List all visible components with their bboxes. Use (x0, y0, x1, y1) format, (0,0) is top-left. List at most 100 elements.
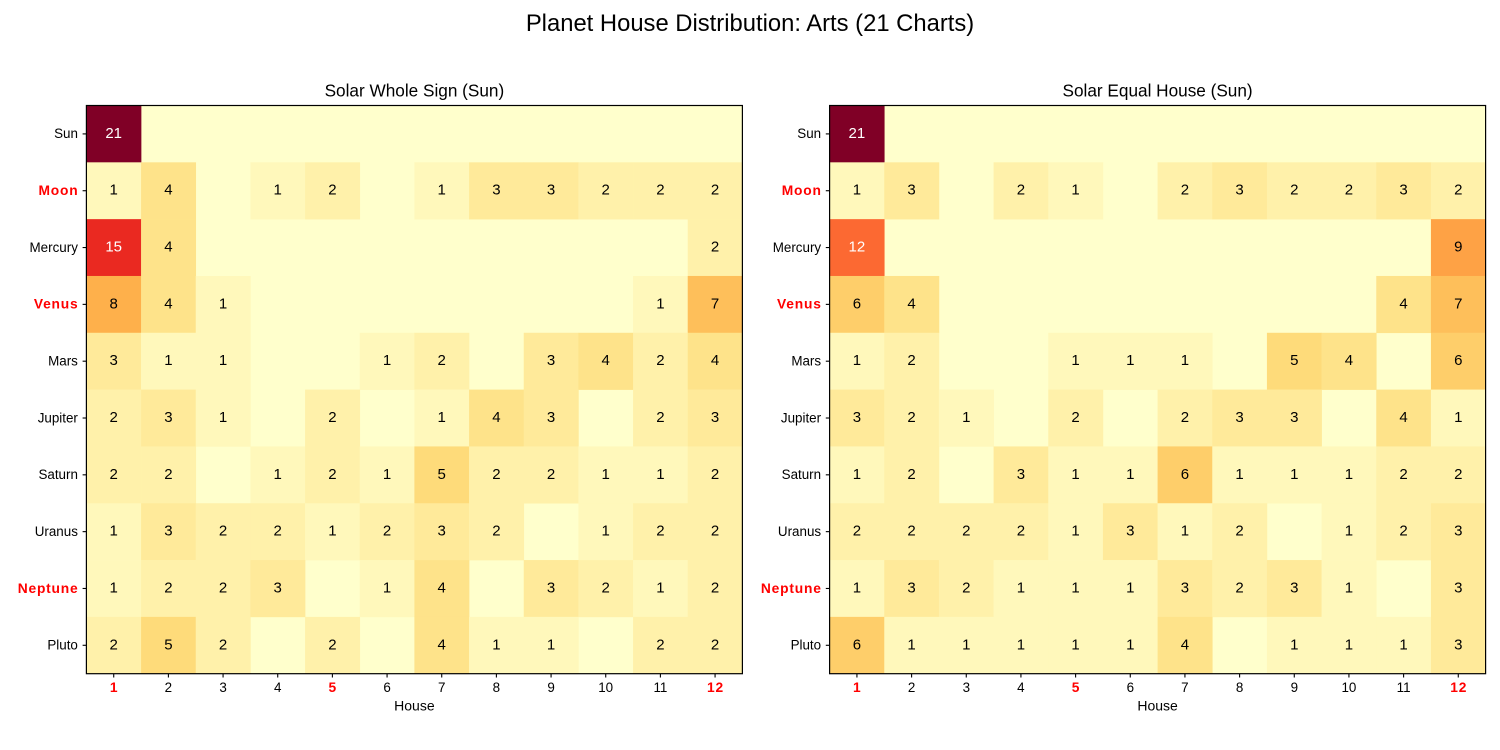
svg-text:1: 1 (383, 580, 391, 597)
svg-text:Uranus: Uranus (778, 524, 821, 539)
svg-text:Saturn: Saturn (38, 467, 77, 482)
svg-text:2: 2 (492, 466, 500, 483)
svg-text:11: 11 (1397, 680, 1411, 695)
svg-text:1: 1 (1181, 523, 1189, 540)
svg-text:1: 1 (328, 523, 336, 540)
svg-text:1: 1 (1017, 636, 1025, 653)
svg-text:2: 2 (853, 523, 861, 540)
svg-text:5: 5 (438, 466, 446, 483)
svg-text:2: 2 (110, 466, 118, 483)
svg-text:4: 4 (438, 636, 446, 653)
svg-text:1: 1 (1071, 523, 1079, 540)
svg-text:6: 6 (383, 680, 390, 695)
svg-text:1: 1 (1071, 182, 1079, 199)
svg-text:7: 7 (1454, 295, 1462, 312)
svg-text:1: 1 (438, 182, 446, 199)
svg-text:1: 1 (1399, 636, 1407, 653)
svg-text:12: 12 (849, 239, 866, 256)
svg-text:2: 2 (602, 580, 610, 597)
svg-text:1: 1 (1126, 580, 1134, 597)
svg-text:2: 2 (219, 636, 227, 653)
svg-text:4: 4 (164, 182, 172, 199)
svg-text:1: 1 (962, 409, 970, 426)
svg-text:4: 4 (492, 409, 500, 426)
svg-text:1: 1 (656, 580, 664, 597)
svg-text:2: 2 (1454, 182, 1462, 199)
svg-text:1: 1 (1126, 636, 1134, 653)
svg-text:3: 3 (219, 680, 226, 695)
svg-text:Saturn: Saturn (782, 467, 821, 482)
svg-text:21: 21 (105, 125, 122, 142)
svg-text:2: 2 (656, 636, 664, 653)
svg-text:3: 3 (907, 580, 915, 597)
svg-text:1: 1 (1126, 352, 1134, 369)
svg-text:9: 9 (547, 680, 554, 695)
svg-text:3: 3 (547, 182, 555, 199)
svg-text:2: 2 (383, 523, 391, 540)
svg-text:2: 2 (711, 182, 719, 199)
svg-text:2: 2 (1071, 409, 1079, 426)
svg-text:2: 2 (602, 182, 610, 199)
svg-text:9: 9 (1454, 239, 1462, 256)
svg-text:5: 5 (1072, 680, 1080, 695)
svg-text:1: 1 (656, 466, 664, 483)
svg-text:3: 3 (1290, 409, 1298, 426)
svg-text:2: 2 (110, 409, 118, 426)
svg-text:1: 1 (110, 523, 118, 540)
svg-text:2: 2 (219, 523, 227, 540)
svg-text:1: 1 (853, 466, 861, 483)
svg-text:4: 4 (907, 295, 915, 312)
svg-text:8: 8 (1236, 680, 1243, 695)
svg-text:1: 1 (164, 352, 172, 369)
svg-text:1: 1 (383, 466, 391, 483)
svg-text:Mars: Mars (791, 354, 821, 369)
svg-text:3: 3 (853, 409, 861, 426)
svg-text:6: 6 (1127, 680, 1134, 695)
svg-text:2: 2 (219, 580, 227, 597)
svg-text:Mars: Mars (48, 354, 78, 369)
svg-text:2: 2 (164, 466, 172, 483)
svg-text:2: 2 (1181, 182, 1189, 199)
svg-text:2: 2 (165, 680, 172, 695)
svg-text:2: 2 (1454, 466, 1462, 483)
svg-text:11: 11 (653, 680, 667, 695)
svg-text:4: 4 (164, 295, 172, 312)
svg-text:1: 1 (1345, 580, 1353, 597)
svg-text:Moon: Moon (782, 183, 822, 198)
svg-text:2: 2 (962, 580, 970, 597)
svg-text:4: 4 (1017, 680, 1025, 695)
svg-text:4: 4 (711, 352, 719, 369)
svg-text:Venus: Venus (777, 297, 822, 312)
svg-text:Planet House Distribution: Art: Planet House Distribution: Arts (21 Char… (526, 10, 974, 37)
svg-text:2: 2 (907, 523, 915, 540)
svg-text:10: 10 (1341, 680, 1356, 695)
svg-text:2: 2 (438, 352, 446, 369)
svg-text:4: 4 (164, 239, 172, 256)
svg-text:2: 2 (656, 352, 664, 369)
svg-text:Solar Equal House (Sun): Solar Equal House (Sun) (1063, 80, 1253, 100)
svg-text:2: 2 (907, 352, 915, 369)
svg-text:Pluto: Pluto (47, 638, 78, 653)
svg-text:4: 4 (1181, 636, 1189, 653)
svg-text:Sun: Sun (797, 126, 821, 141)
svg-text:2: 2 (328, 182, 336, 199)
svg-text:1: 1 (1071, 636, 1079, 653)
svg-text:2: 2 (711, 636, 719, 653)
svg-text:2: 2 (711, 466, 719, 483)
svg-text:2: 2 (1345, 182, 1353, 199)
svg-text:2: 2 (1399, 523, 1407, 540)
svg-text:Moon: Moon (39, 183, 79, 198)
svg-text:7: 7 (711, 295, 719, 312)
svg-text:4: 4 (602, 352, 610, 369)
svg-text:Uranus: Uranus (35, 524, 78, 539)
svg-text:1: 1 (1071, 580, 1079, 597)
svg-text:7: 7 (1181, 680, 1188, 695)
svg-text:Jupiter: Jupiter (38, 410, 79, 425)
svg-text:Solar Whole Sign (Sun): Solar Whole Sign (Sun) (325, 80, 505, 100)
svg-text:Mercury: Mercury (773, 240, 822, 255)
svg-text:3: 3 (110, 352, 118, 369)
svg-text:1: 1 (656, 295, 664, 312)
svg-text:4: 4 (438, 580, 446, 597)
svg-text:Venus: Venus (34, 297, 79, 312)
svg-text:Jupiter: Jupiter (781, 410, 822, 425)
